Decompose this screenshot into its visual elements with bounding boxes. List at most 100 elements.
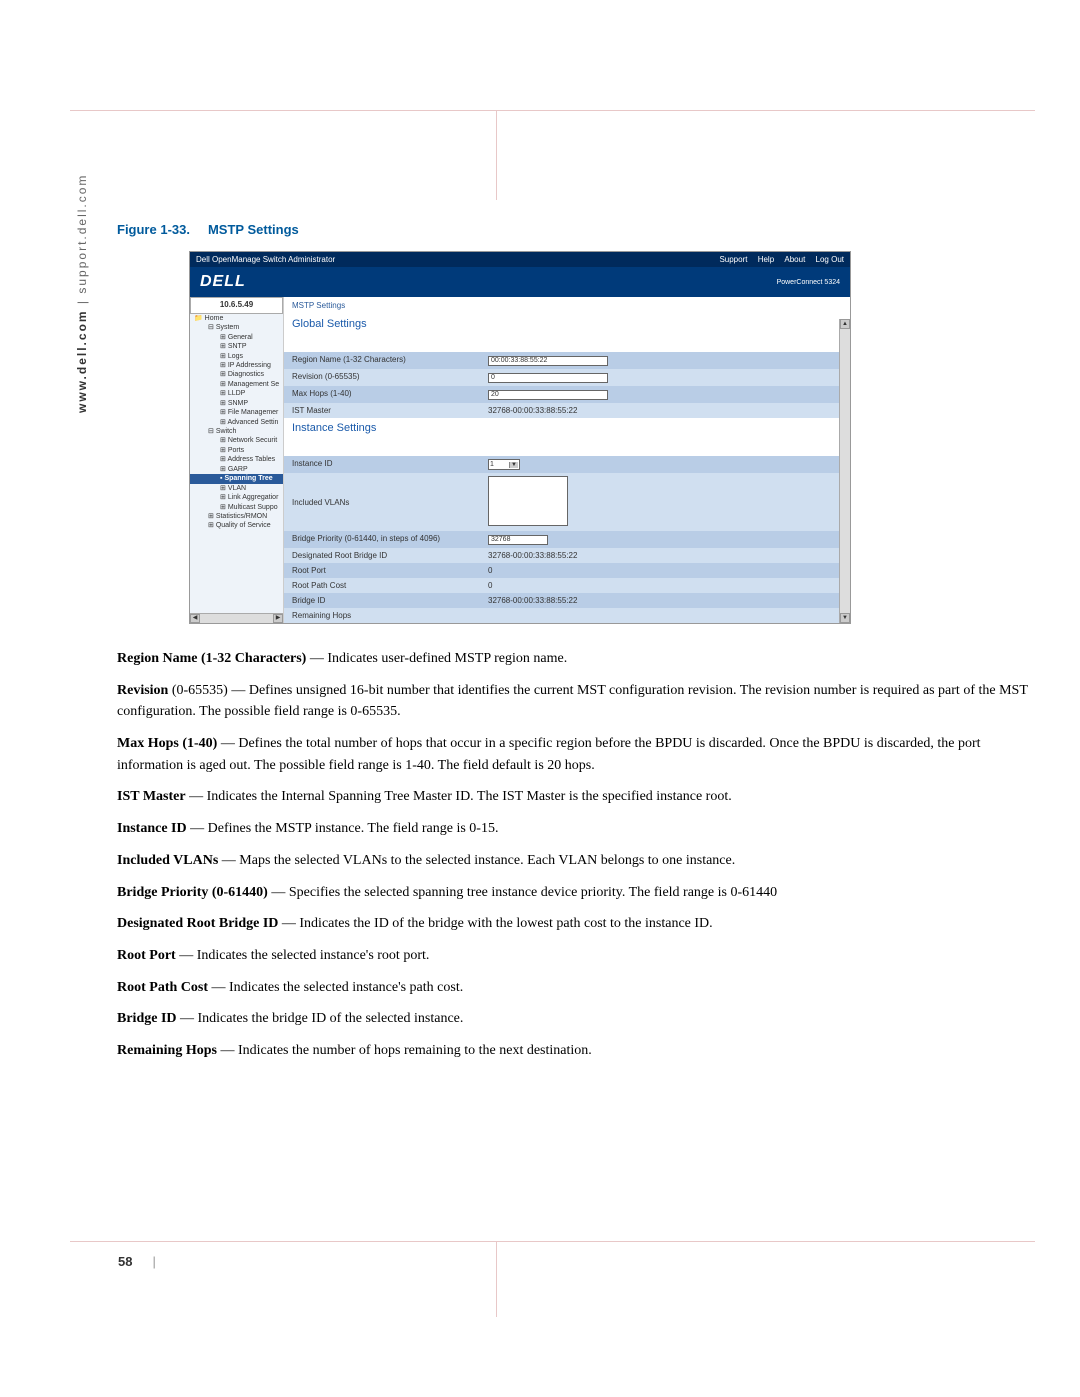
row-bridge-priority: Bridge Priority (0-61440, in steps of 40… (284, 531, 850, 548)
lbl-bridge-id: Bridge ID (284, 594, 484, 607)
def-revision: Revision (0-65535) — Defines unsigned 16… (117, 680, 1043, 723)
tree-addr[interactable]: ⊞ Address Tables (190, 455, 283, 464)
tree-system[interactable]: ⊟ System (190, 323, 283, 332)
val-designated-root: 32768-00:00:33:88:55:22 (484, 549, 850, 562)
row-bridge-id: Bridge ID 32768-00:00:33:88:55:22 (284, 593, 850, 608)
row-designated-root: Designated Root Bridge ID 32768-00:00:33… (284, 548, 850, 563)
tree-mcast[interactable]: ⊞ Multicast Suppo (190, 503, 283, 512)
tree-sntp[interactable]: ⊞ SNTP (190, 342, 283, 351)
figure-title: MSTP Settings (208, 222, 299, 237)
link-help[interactable]: Help (758, 255, 774, 264)
def-bridge-priority: Bridge Priority (0-61440) — Specifies th… (117, 882, 1043, 904)
tree-garp[interactable]: ⊞ GARP (190, 465, 283, 474)
lbl-root-path-cost: Root Path Cost (284, 579, 484, 592)
page-top-rule (70, 110, 1035, 111)
input-bridge-priority[interactable]: 32768 (488, 535, 548, 545)
def-root-path-cost: Root Path Cost — Indicates the selected … (117, 977, 1043, 999)
lbl-remaining-hops: Remaining Hops (284, 609, 484, 622)
lbl-bridge-priority: Bridge Priority (0-61440, in steps of 40… (284, 532, 484, 547)
lbl-region-name: Region Name (1-32 Characters) (284, 353, 484, 368)
tree-diag[interactable]: ⊞ Diagnostics (190, 370, 283, 379)
main-content: Figure 1-33. MSTP Settings Dell OpenManag… (117, 222, 1042, 1072)
input-region-name[interactable]: 00:00:33:88:55:22 (488, 356, 608, 366)
tree-spanning-tree[interactable]: ▪ Spanning Tree (190, 474, 283, 483)
row-root-path-cost: Root Path Cost 0 (284, 578, 850, 593)
page-bottom-rule-vertical (496, 1242, 497, 1317)
vertical-url-support: support.dell.com (75, 174, 89, 294)
tree-stats[interactable]: ⊞ Statistics/RMON (190, 512, 283, 521)
lbl-included-vlans: Included VLANs (284, 496, 484, 509)
scroll-down-icon[interactable]: ▼ (840, 613, 850, 623)
link-support[interactable]: Support (719, 255, 747, 264)
row-ist-master: IST Master 32768-00:00:33:88:55:22 (284, 403, 850, 418)
page-top-rule-vertical (496, 110, 497, 200)
sidebar-scroll-x[interactable]: ◀▶ (190, 613, 283, 623)
def-remaining-hops: Remaining Hops — Indicates the number of… (117, 1040, 1043, 1062)
settings-panel: MSTP Settings Global Settings Region Nam… (284, 297, 850, 623)
tree-ip[interactable]: ⊞ IP Addressing (190, 361, 283, 370)
tree-qos[interactable]: ⊞ Quality of Service (190, 521, 283, 530)
definitions-block: Region Name (1-32 Characters) — Indicate… (117, 648, 1043, 1062)
dell-logo: DELL (200, 273, 246, 291)
lbl-designated-root: Designated Root Bridge ID (284, 549, 484, 562)
def-root-port: Root Port — Indicates the selected insta… (117, 945, 1043, 967)
screenshot-figure: Dell OpenManage Switch Administrator Sup… (189, 251, 851, 624)
brand-bar: DELL PowerConnect 5324 (190, 267, 850, 297)
select-instance-id[interactable]: 1▼ (488, 459, 520, 470)
tree-general[interactable]: ⊞ General (190, 333, 283, 342)
tree-vlan[interactable]: ⊞ VLAN (190, 484, 283, 493)
link-logout[interactable]: Log Out (816, 255, 844, 264)
tree-file[interactable]: ⊞ File Managemer (190, 408, 283, 417)
lbl-instance-id: Instance ID (284, 457, 484, 472)
tree-home[interactable]: 📁 Home (190, 314, 283, 323)
val-bridge-id: 32768-00:00:33:88:55:22 (484, 594, 850, 607)
tree-lldp[interactable]: ⊞ LLDP (190, 389, 283, 398)
lbl-revision: Revision (0-65535) (284, 370, 484, 385)
titlebar-links: Support Help About Log Out (711, 255, 844, 264)
nav-tree-sidebar: 10.6.5.49 📁 Home ⊟ System ⊞ General ⊞ SN… (190, 297, 284, 623)
val-ist-master: 32768-00:00:33:88:55:22 (484, 404, 850, 417)
input-revision[interactable]: 0 (488, 373, 608, 383)
model-label: PowerConnect 5324 (777, 279, 840, 286)
page-bottom-rule (70, 1241, 1035, 1242)
vertical-url-main: www.dell.com (75, 309, 89, 413)
def-max-hops: Max Hops (1-40) — Defines the total numb… (117, 733, 1043, 776)
vertical-url-sep: | (75, 294, 89, 310)
tree-linkagg[interactable]: ⊞ Link Aggregatior (190, 493, 283, 502)
device-ip: 10.6.5.49 (190, 297, 283, 314)
link-about[interactable]: About (784, 255, 805, 264)
tree-snmp[interactable]: ⊞ SNMP (190, 399, 283, 408)
def-bridge-id: Bridge ID — Indicates the bridge ID of t… (117, 1008, 1043, 1030)
chevron-down-icon: ▼ (509, 462, 518, 468)
tree-netsec[interactable]: ⊞ Network Securit (190, 436, 283, 445)
lbl-root-port: Root Port (284, 564, 484, 577)
textarea-included-vlans[interactable] (488, 476, 568, 526)
input-max-hops[interactable]: 20 (488, 390, 608, 400)
lbl-max-hops: Max Hops (1-40) (284, 387, 484, 402)
row-revision: Revision (0-65535) 0 (284, 369, 850, 386)
tree-switch[interactable]: ⊟ Switch (190, 427, 283, 436)
tree-mgmt[interactable]: ⊞ Management Se (190, 380, 283, 389)
panel-scroll-y[interactable]: ▲ ▼ (839, 319, 850, 623)
window-title: Dell OpenManage Switch Administrator (196, 255, 335, 264)
def-instance-id: Instance ID — Defines the MSTP instance.… (117, 818, 1043, 840)
val-root-path-cost: 0 (484, 579, 850, 592)
row-root-port: Root Port 0 (284, 563, 850, 578)
val-remaining-hops (484, 609, 850, 622)
def-designated-root: Designated Root Bridge ID — Indicates th… (117, 913, 1043, 935)
scroll-up-icon[interactable]: ▲ (840, 319, 850, 329)
window-titlebar: Dell OpenManage Switch Administrator Sup… (190, 252, 850, 267)
global-settings-title: Global Settings (284, 314, 850, 334)
def-ist-master: IST Master — Indicates the Internal Span… (117, 786, 1043, 808)
def-region-name: Region Name (1-32 Characters) — Indicate… (117, 648, 1043, 670)
vertical-url: www.dell.com | support.dell.com (75, 174, 89, 413)
tree-adv[interactable]: ⊞ Advanced Settin (190, 418, 283, 427)
tree-ports[interactable]: ⊞ Ports (190, 446, 283, 455)
row-included-vlans: Included VLANs (284, 473, 850, 531)
instance-settings-title: Instance Settings (284, 418, 850, 438)
row-instance-id: Instance ID 1▼ (284, 456, 850, 473)
figure-number: Figure 1-33. (117, 222, 190, 237)
def-included-vlans: Included VLANs — Maps the selected VLANs… (117, 850, 1043, 872)
tree-logs[interactable]: ⊞ Logs (190, 352, 283, 361)
page-number: 58| (118, 1254, 156, 1269)
